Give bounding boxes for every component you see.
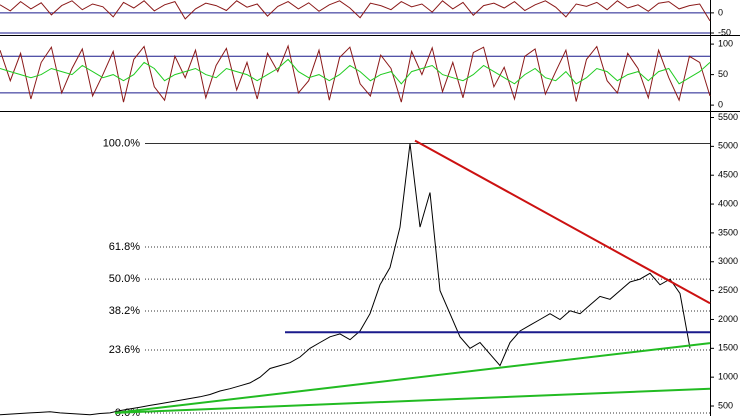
trend-line [114,387,711,414]
y-tick-label: 1000 [718,372,738,382]
y-tick-label: 1500 [718,343,738,353]
y-tick-label: 3500 [718,227,738,237]
series-line [0,44,711,103]
y-tick-label: -50 [718,27,731,37]
y-tick-label: 2500 [718,285,738,295]
fib-label: 23.6% [109,344,140,356]
series-line [0,143,691,416]
y-tick-label: 50 [718,69,728,79]
fib-label: 100.0% [103,137,141,149]
series-line [0,0,711,22]
y-tick-label: 0 [718,7,723,17]
fib-label: 61.8% [109,241,140,253]
y-tick-label: 4000 [718,198,738,208]
trend-line [114,342,711,414]
fib-label: 38.2% [109,305,140,317]
y-tick-label: 4500 [718,170,738,180]
y-tick-label: 500 [718,400,733,410]
y-tick-label: 100 [718,38,733,48]
y-tick-label: 5500 [718,112,738,122]
y-tick-label: 5000 [718,141,738,151]
y-tick-label: 2000 [718,314,738,324]
y-tick-label: 3000 [718,256,738,266]
trend-line [414,139,711,305]
y-tick-label: 0 [718,99,723,109]
fib-label: 50.0% [109,273,140,285]
series-line [0,58,711,85]
